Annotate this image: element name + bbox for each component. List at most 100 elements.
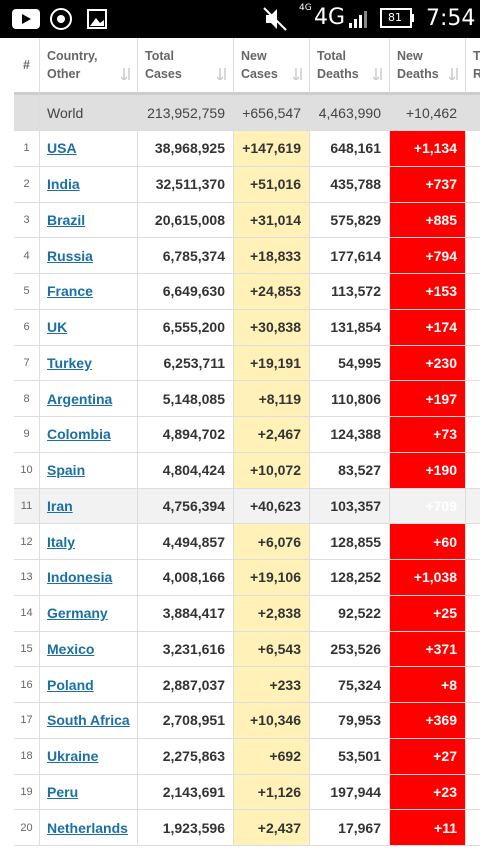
column-header[interactable]: New Deaths [390, 38, 466, 95]
cell-value: +25 [433, 605, 457, 622]
country-link[interactable]: Germany [47, 605, 108, 622]
column-header[interactable]: # [14, 38, 40, 95]
country-link[interactable]: Colombia [47, 426, 111, 443]
value-cell: +11 [390, 810, 466, 846]
cell-value: 124,388 [330, 426, 381, 443]
value-cell: 197,944 [310, 774, 390, 811]
country-link[interactable]: Indonesia [47, 569, 113, 586]
value-cell: +656,547 [234, 95, 310, 131]
rank-cell: 11 [14, 488, 40, 525]
rank: 20 [20, 821, 33, 834]
country-cell: Colombia [40, 417, 138, 453]
cell-value: 575,829 [330, 211, 381, 228]
value-cell [466, 238, 480, 274]
cell-value: +147,619 [242, 140, 301, 157]
value-cell: +1,134 [390, 131, 466, 167]
value-cell: +8 [390, 667, 466, 703]
cell-value: 83,527 [338, 462, 381, 479]
value-cell: 79,953 [310, 703, 390, 739]
country-link[interactable]: Netherlands [47, 819, 128, 836]
cell-value: +233 [269, 676, 301, 693]
cell-value: 131,854 [330, 319, 381, 336]
cell-value: +1,038 [413, 569, 457, 586]
country-link[interactable]: Italy [47, 533, 76, 550]
value-cell [466, 810, 480, 846]
value-cell [466, 310, 480, 346]
cell-value: 110,806 [331, 390, 381, 407]
country-link[interactable]: USA [47, 140, 77, 157]
country-link[interactable]: Peru [47, 783, 79, 800]
value-cell: +1,038 [390, 560, 466, 596]
rank: 1 [23, 142, 30, 155]
country-link[interactable]: Mexico [47, 640, 95, 657]
rank: 5 [23, 285, 30, 298]
header-line: T [473, 49, 480, 63]
rank-cell [14, 95, 40, 131]
value-cell: +25 [390, 595, 466, 632]
rank-cell: 20 [14, 810, 40, 846]
rank-cell: 13 [14, 560, 40, 596]
value-cell: +30,838 [234, 309, 310, 346]
value-cell: 83,527 [310, 452, 390, 489]
cell-value: 6,253,711 [163, 354, 225, 371]
column-header[interactable]: Total Cases [138, 38, 234, 95]
value-cell: +692 [234, 738, 310, 775]
value-cell: +190 [390, 452, 466, 489]
value-cell: 4,008,166 [138, 560, 234, 596]
column-header[interactable]: New Cases [234, 38, 310, 95]
value-cell [466, 453, 480, 489]
country-link[interactable]: UK [47, 319, 68, 336]
value-cell: 128,855 [310, 524, 390, 560]
column-header[interactable]: TR [466, 38, 480, 95]
cell-value: 103,357 [330, 497, 381, 514]
cell-value: 53,501 [338, 748, 381, 765]
value-cell [466, 131, 480, 167]
header-line: New [397, 49, 423, 63]
rank-cell: 8 [14, 381, 40, 417]
column-header[interactable]: Total Deaths [310, 38, 390, 95]
cell-value: +885 [425, 211, 457, 228]
value-cell: 32,511,370 [138, 166, 234, 203]
header-text: # [23, 56, 30, 74]
value-cell [466, 524, 480, 560]
value-cell: 2,275,863 [138, 738, 234, 775]
value-cell: +40,623 [234, 488, 310, 525]
country-link[interactable]: India [47, 176, 80, 193]
cell-value: 20,615,008 [154, 211, 225, 228]
rank-cell: 18 [14, 738, 40, 775]
country-link[interactable]: Spain [47, 462, 86, 479]
cell-value: +656,547 [242, 104, 301, 121]
header-line: Deaths [317, 67, 359, 81]
cell-value: 2,708,951 [162, 712, 225, 729]
cell-value: +18,833 [250, 247, 301, 264]
value-cell [466, 203, 480, 239]
value-cell: +6,076 [234, 524, 310, 560]
country-link[interactable]: Argentina [47, 390, 113, 407]
cell-value: 253,526 [330, 640, 381, 657]
country-link[interactable]: Ukraine [47, 748, 99, 765]
cell-value: +1,134 [413, 140, 457, 157]
country-link[interactable]: Poland [47, 676, 94, 693]
rank: 17 [20, 714, 33, 727]
cell-value: +8,119 [258, 390, 301, 407]
country-link[interactable]: Russia [47, 247, 93, 264]
value-cell: 20,615,008 [138, 202, 234, 239]
country-link[interactable]: Brazil [47, 211, 86, 228]
header-line: Total [317, 49, 346, 63]
cell-value: +692 [269, 748, 301, 765]
country-link[interactable]: France [47, 283, 93, 300]
country-link[interactable]: Turkey [47, 354, 92, 371]
status-icons [12, 8, 107, 30]
column-header[interactable]: Country, Other [40, 38, 138, 95]
value-cell: +2,437 [234, 810, 310, 846]
value-cell: +233 [234, 667, 310, 703]
country-link[interactable]: South Africa [47, 712, 130, 729]
value-cell [466, 417, 480, 453]
cell-value: +60 [433, 533, 457, 550]
country-cell: Italy [40, 524, 138, 560]
rank-cell: 3 [14, 202, 40, 239]
country-link[interactable]: Iran [47, 497, 73, 514]
value-cell: +60 [390, 524, 466, 560]
cell-value: 197,944 [330, 783, 381, 800]
cell-value: +369 [425, 712, 457, 729]
